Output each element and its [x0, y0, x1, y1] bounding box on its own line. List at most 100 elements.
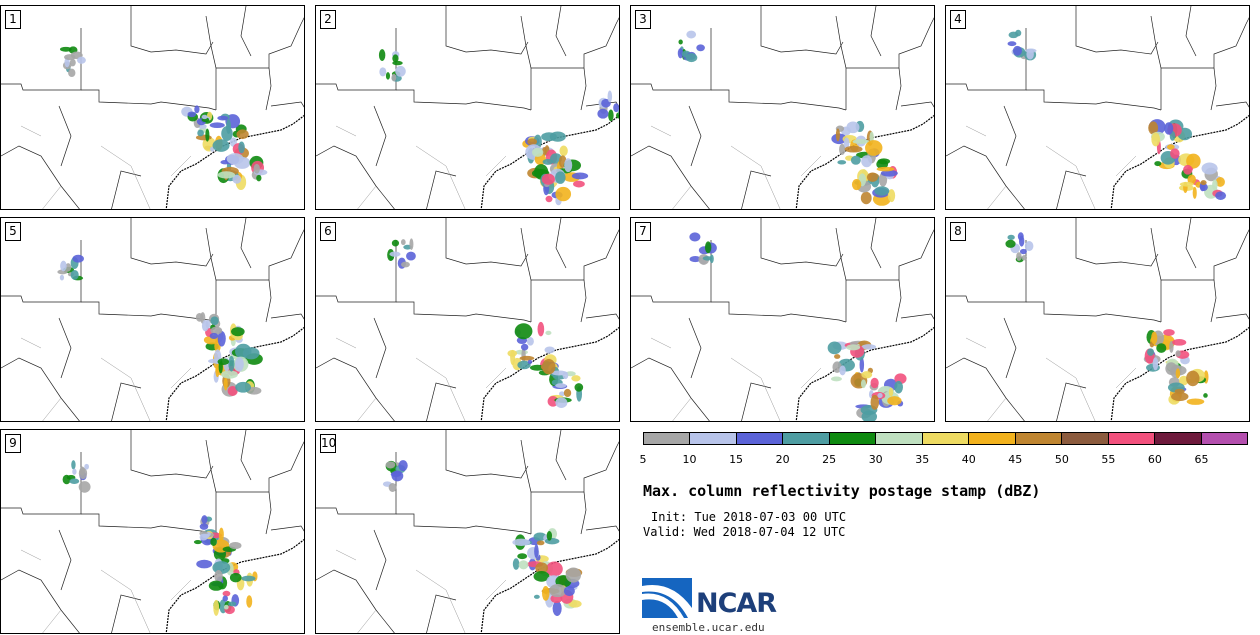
reflectivity-cell — [1163, 329, 1175, 336]
reflectivity-cell — [1203, 393, 1208, 398]
state-border — [270, 101, 304, 108]
reflectivity-cell — [395, 65, 406, 77]
reflectivity-cell — [1005, 239, 1016, 248]
state-border — [58, 105, 72, 167]
state-border — [373, 317, 387, 379]
state-border — [530, 17, 619, 110]
reflectivity-cell — [1017, 232, 1024, 241]
state-border — [111, 594, 142, 633]
reflectivity-cell — [385, 461, 396, 469]
reflectivity-cell — [1172, 338, 1187, 346]
reflectivity-cell — [391, 73, 397, 82]
reflectivity-cell — [1148, 121, 1159, 135]
reflectivity-cell — [1186, 153, 1201, 169]
mexico-border — [335, 549, 357, 561]
state-border — [130, 6, 214, 55]
reflectivity-cell — [533, 571, 550, 582]
state-border — [946, 357, 1025, 421]
reflectivity-cell — [1007, 41, 1017, 47]
reflectivity-cell — [527, 359, 533, 365]
reflectivity-cell — [1186, 398, 1205, 405]
map-canvas — [316, 430, 619, 633]
colorbar-tick-label: 30 — [868, 453, 883, 466]
reflectivity-cell — [696, 44, 705, 52]
reflectivity-cell — [545, 561, 563, 577]
valid-time: Valid: Wed 2018-07-04 12 UTC — [643, 525, 846, 539]
state-border — [1003, 105, 1017, 167]
reflectivity-cell — [542, 147, 547, 156]
reflectivity-cell — [866, 172, 878, 182]
reflectivity-cell — [514, 323, 533, 340]
reflectivity-cell — [839, 143, 846, 155]
reflectivity-cell — [512, 538, 531, 547]
reflectivity-cell — [1165, 362, 1177, 375]
panel-label: 1 — [5, 10, 21, 29]
state-border — [580, 67, 587, 111]
reflectivity-cell — [518, 560, 529, 570]
reflectivity-cell — [1016, 252, 1022, 261]
mexico-border — [357, 185, 377, 209]
state-border — [58, 317, 72, 379]
state-border — [1215, 313, 1249, 320]
colorbar-segment — [736, 433, 784, 444]
reflectivity-cell — [834, 354, 841, 359]
mexico-border — [485, 579, 507, 601]
reflectivity-cell — [519, 355, 535, 361]
reflectivity-cell — [619, 92, 620, 98]
reflectivity-cell — [678, 39, 683, 45]
stamp-panel-4: 4 — [945, 5, 1250, 210]
reflectivity-cell — [559, 145, 568, 157]
colorbar-tick-label: 60 — [1147, 453, 1162, 466]
reflectivity-cell — [72, 254, 84, 263]
reflectivity-cell — [555, 383, 567, 388]
reflectivity-cell — [64, 54, 76, 61]
state-border — [845, 17, 934, 110]
reflectivity-cell — [545, 330, 552, 336]
mexico-border — [987, 185, 1007, 209]
reflectivity-cell — [253, 163, 260, 174]
mexico-border — [357, 397, 377, 421]
reflectivity-cell — [1186, 370, 1200, 387]
reflectivity-cell — [217, 115, 229, 121]
reflectivity-cell — [205, 128, 210, 142]
state-border — [215, 441, 304, 534]
panel-label: 3 — [635, 10, 651, 29]
colorbar-segment — [922, 433, 970, 444]
reflectivity-cell — [398, 460, 408, 472]
colorbar-tick-label: 55 — [1101, 453, 1116, 466]
reflectivity-cell — [837, 160, 847, 165]
reflectivity-cell — [209, 122, 225, 129]
state-border — [1160, 17, 1249, 110]
reflectivity-cell — [70, 269, 79, 280]
reflectivity-cell — [1187, 174, 1196, 185]
reflectivity-cell — [210, 316, 219, 326]
reflectivity-cell — [597, 108, 609, 119]
reflectivity-cell — [887, 396, 902, 406]
state-border — [946, 240, 1027, 303]
reflectivity-cell — [212, 139, 230, 152]
reflectivity-cell — [59, 274, 65, 281]
map-canvas — [316, 218, 619, 421]
colorbar-tick-label: 35 — [915, 453, 930, 466]
reflectivity-cell — [552, 600, 562, 616]
reflectivity-cell — [1175, 368, 1181, 379]
state-border — [396, 301, 532, 323]
state-border — [711, 89, 847, 111]
colorbar-segment — [969, 433, 1016, 444]
reflectivity-cell — [861, 371, 873, 379]
map-canvas — [316, 6, 620, 209]
state-border — [426, 170, 457, 209]
reflectivity-cell — [388, 483, 397, 492]
state-border — [520, 227, 532, 281]
reflectivity-cell — [400, 239, 406, 246]
state-border — [845, 229, 934, 322]
reflectivity-cell — [1183, 164, 1193, 175]
reflectivity-cell — [1156, 343, 1167, 353]
state-border — [631, 240, 712, 303]
reflectivity-cell — [877, 392, 883, 399]
reflectivity-cell — [880, 169, 898, 177]
state-border — [215, 229, 304, 322]
reflectivity-cell — [861, 155, 873, 168]
mexico-border — [730, 145, 781, 209]
reflectivity-cell — [549, 583, 567, 598]
